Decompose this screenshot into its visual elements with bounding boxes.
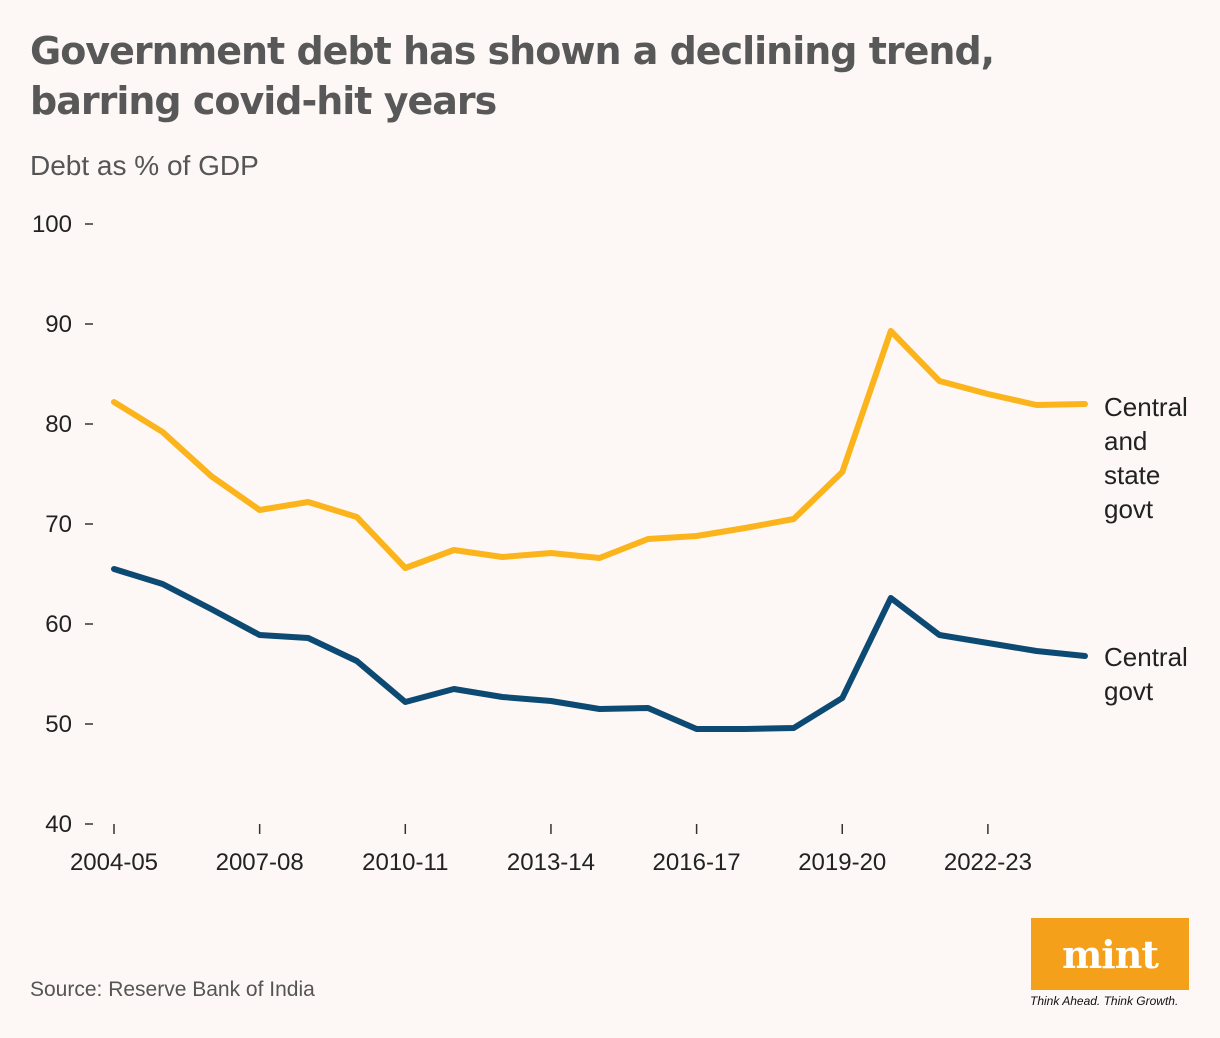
logo-tagline: Think Ahead. Think Growth. [1030, 994, 1179, 1008]
x-tick-label: 2019-20 [798, 849, 886, 876]
x-tick-label: 2013-14 [507, 849, 595, 876]
y-tick-label: 100 [32, 211, 72, 238]
series-line-central-and-state [111, 328, 1088, 571]
source-note: Source: Reserve Bank of India [30, 978, 315, 1001]
series-label-central-and-state: Central and state govt [1104, 392, 1188, 524]
y-tick-label: 40 [45, 811, 72, 838]
mint-logo: mint [1031, 918, 1189, 990]
series-label-central: Central govt [1104, 642, 1188, 706]
y-tick-label: 50 [45, 711, 72, 738]
y-tick-label: 90 [45, 311, 72, 338]
x-tick-label: 2010-11 [362, 849, 448, 876]
y-tick-label: 60 [45, 611, 72, 638]
x-tick-label: 2016-17 [653, 849, 741, 876]
x-tick-label: 2004-05 [70, 849, 158, 876]
logo-wordmark: mint [1062, 931, 1159, 977]
chart-subtitle: Debt as % of GDP [30, 150, 259, 181]
x-tick-label: 2007-08 [216, 849, 304, 876]
y-tick-label: 80 [45, 411, 72, 438]
x-tick-label: 2022-23 [944, 849, 1032, 876]
chart-title: Government debt has shown a declining tr… [30, 29, 995, 123]
y-tick-label: 70 [45, 511, 72, 538]
series-line-central [111, 566, 1088, 732]
